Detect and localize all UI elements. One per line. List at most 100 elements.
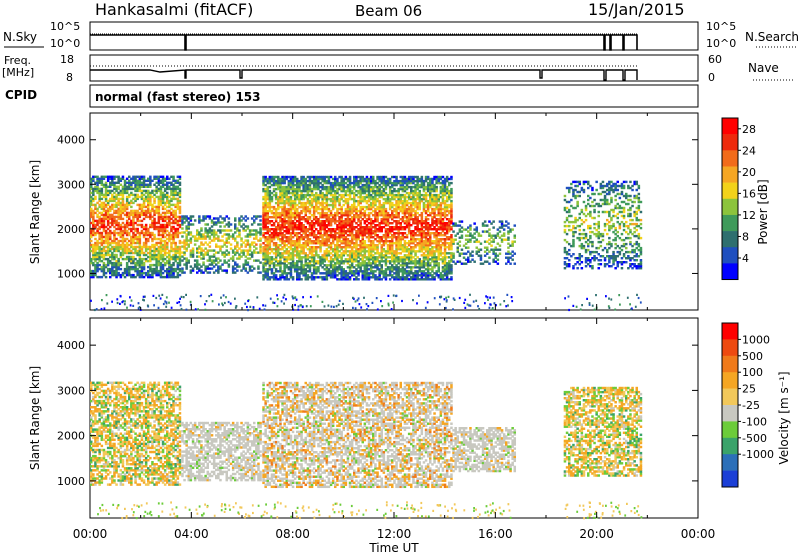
echo-cell	[325, 276, 329, 279]
echo-cell	[317, 246, 320, 249]
echo-cell	[346, 272, 350, 275]
echo-cell	[327, 250, 331, 253]
echo-cell	[412, 236, 415, 239]
echo-cell	[367, 191, 371, 195]
echo-cell	[291, 211, 295, 215]
echo-cell	[266, 187, 270, 191]
echo-cell	[287, 250, 291, 253]
echo-cell	[321, 177, 324, 181]
echo-cell	[144, 225, 148, 229]
echo-cell	[296, 268, 299, 271]
echo-cell	[140, 195, 144, 199]
echo-cell	[96, 239, 99, 243]
echo-cell	[319, 256, 322, 259]
echo-cell	[367, 181, 371, 185]
echo-cell	[221, 239, 224, 242]
echo-cell	[123, 187, 127, 191]
echo-cell	[181, 269, 184, 272]
echo-cell	[418, 264, 422, 267]
echo-cell	[401, 226, 405, 229]
echo-cell	[348, 276, 352, 279]
echo-cell	[355, 254, 358, 257]
echo-cell	[279, 268, 282, 271]
echo-cell	[310, 226, 314, 229]
echo-cell	[149, 211, 152, 215]
echo-cell	[136, 181, 139, 185]
echo-cell	[242, 229, 245, 232]
echo-cell	[106, 241, 110, 245]
echo-cell	[414, 189, 417, 193]
echo-cell	[270, 197, 274, 201]
echo-cell	[94, 195, 97, 199]
echo-cell	[287, 209, 291, 213]
echo-cell	[302, 274, 305, 277]
echo-cell	[340, 252, 343, 255]
echo-cell	[178, 217, 182, 221]
echo-cell	[344, 191, 348, 195]
echo-cell	[157, 237, 161, 241]
echo-cell	[283, 193, 286, 197]
echo-cell	[357, 181, 360, 185]
echo-cell	[151, 269, 154, 273]
echo-cell	[293, 191, 297, 195]
echo-cell	[403, 260, 407, 263]
echo-cell	[272, 244, 276, 247]
echo-cell	[279, 224, 282, 227]
echo-cell	[157, 183, 161, 187]
echo-cell	[196, 251, 199, 254]
echo-cell	[215, 221, 218, 224]
echo-cell	[168, 221, 171, 225]
echo-cell	[306, 183, 310, 187]
echo-cell	[361, 191, 365, 195]
echo-cell	[123, 231, 127, 235]
echo-cell	[374, 270, 377, 273]
echo-cell	[170, 241, 173, 245]
echo-cell	[111, 205, 114, 209]
echo-cell	[206, 243, 210, 246]
echo-cell	[414, 179, 417, 183]
echo-cell	[223, 255, 226, 258]
echo-cell	[128, 249, 131, 253]
echo-cell	[414, 270, 417, 273]
echo-cell	[355, 209, 358, 213]
echo-cell	[283, 230, 286, 233]
echo-cell	[369, 242, 373, 245]
echo-cell	[403, 205, 407, 209]
echo-cell	[382, 181, 386, 185]
echo-cell	[331, 248, 335, 251]
echo-cell	[109, 259, 112, 263]
echo-cell	[176, 233, 180, 237]
echo-cell	[178, 247, 182, 251]
echo-cell	[136, 227, 139, 231]
echo-cell	[296, 193, 299, 197]
echo-cell	[157, 253, 161, 257]
echo-cell	[168, 249, 171, 253]
echo-cell	[153, 235, 156, 239]
echo-cell	[123, 189, 127, 193]
echo-cell	[357, 252, 360, 255]
echo-cell	[287, 224, 291, 227]
echo-cell	[355, 238, 358, 241]
echo-cell	[327, 246, 331, 249]
echo-cell	[279, 234, 282, 237]
echo-cell	[365, 175, 369, 179]
echo-cell	[96, 245, 99, 249]
echo-cell	[367, 268, 371, 271]
echo-cell	[168, 257, 171, 261]
echo-cell	[231, 267, 235, 270]
echo-cell	[183, 215, 186, 218]
echo-cell	[92, 263, 95, 267]
echo-cell	[172, 253, 175, 257]
echo-cell	[395, 216, 398, 219]
echo-cell	[119, 197, 123, 201]
echo-cell	[293, 177, 297, 181]
echo-cell	[144, 205, 148, 209]
echo-cell	[369, 268, 373, 271]
echo-cell	[376, 224, 379, 227]
echo-cell	[363, 220, 367, 223]
echo-cell	[125, 187, 129, 191]
echo-cell	[289, 272, 293, 275]
echo-cell	[342, 193, 346, 197]
echo-cell	[403, 216, 407, 219]
echo-cell	[300, 256, 303, 259]
